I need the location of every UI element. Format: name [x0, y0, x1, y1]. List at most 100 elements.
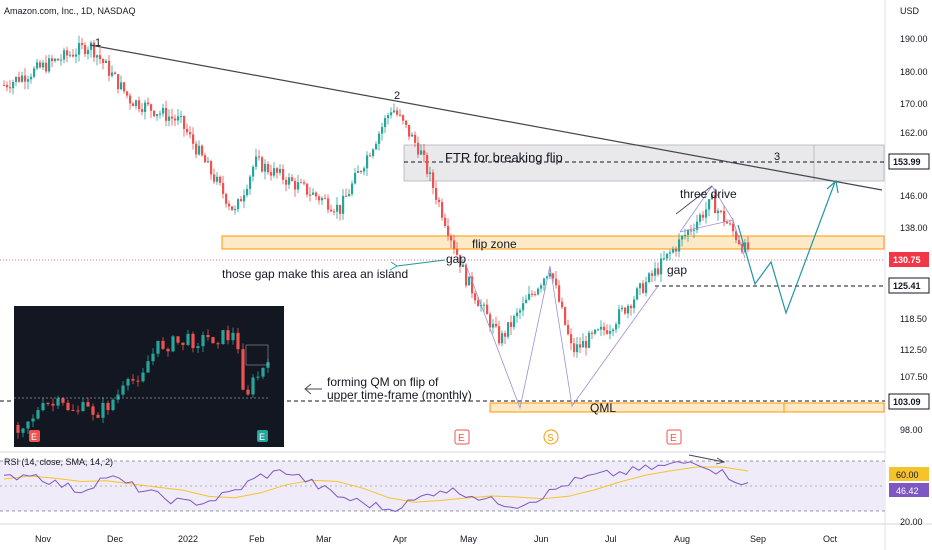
- candle-body: [78, 43, 81, 55]
- qml-zone: [489, 402, 885, 413]
- inset-candle-body: [196, 346, 200, 349]
- inset-candle-body: [231, 332, 235, 341]
- candle-body: [234, 209, 237, 211]
- price-badge-153: 153.99: [888, 153, 930, 170]
- candle-body: [183, 115, 186, 129]
- candle-body: [609, 331, 612, 334]
- candle-body: [738, 240, 741, 245]
- trendline[interactable]: [89, 44, 883, 191]
- time-label: Nov: [35, 534, 52, 544]
- price-badge-130: 130.75: [889, 252, 929, 267]
- candle-body: [258, 156, 261, 158]
- inset-candle-body: [46, 402, 50, 404]
- candle-body: [210, 161, 213, 175]
- candle-body: [519, 310, 522, 313]
- candle-body: [507, 322, 510, 337]
- candle-body: [420, 150, 423, 155]
- forecast-path: [737, 179, 839, 315]
- inset-candle-body: [181, 342, 185, 345]
- candle-body: [669, 252, 672, 254]
- pattern-lines: [465, 185, 746, 410]
- ftr-zone: [403, 144, 885, 182]
- arrow-head: [304, 383, 312, 395]
- earnings-marker[interactable]: E: [454, 429, 470, 445]
- three-drive-label: three drive: [680, 187, 737, 201]
- candle-body: [3, 84, 6, 86]
- candle-body: [297, 182, 300, 190]
- candle-body: [288, 177, 291, 185]
- candle-body: [654, 268, 657, 276]
- time-label: Feb: [249, 534, 265, 544]
- candle-body: [501, 333, 504, 344]
- candle-body: [543, 278, 546, 286]
- symbol-title: Amazon.com, Inc., 1D, NASDAQ: [4, 6, 136, 16]
- time-label: Apr: [393, 534, 407, 544]
- candle-body: [333, 211, 336, 213]
- forming-qm-note: forming QM on flip of: [327, 375, 439, 389]
- candle-body: [681, 235, 684, 240]
- candle-body: [399, 114, 402, 116]
- candle-body: [468, 276, 471, 286]
- gap-label: gap: [446, 252, 466, 266]
- inset-candle-body: [61, 398, 65, 403]
- candle-body: [720, 210, 723, 212]
- time-label: Oct: [823, 534, 838, 544]
- candle-body: [567, 324, 570, 335]
- candle-body: [471, 276, 474, 294]
- split-marker[interactable]: S: [543, 429, 559, 445]
- candle-body: [303, 182, 306, 184]
- rsi-badge-sma: 60.00: [889, 467, 929, 481]
- candle-body: [732, 223, 735, 232]
- candle-body: [18, 76, 21, 82]
- candle-body: [585, 340, 588, 348]
- candle-body: [168, 116, 171, 121]
- candle-body: [402, 115, 405, 121]
- price-tick: 146.00: [900, 191, 928, 201]
- price-badge-label: 103.09: [893, 397, 921, 407]
- inset-candle-body: [31, 418, 35, 422]
- candle-body: [306, 183, 309, 195]
- candle-body: [369, 155, 372, 157]
- inset-candle-body: [221, 330, 225, 345]
- inset-candle-body: [56, 398, 60, 406]
- candle-body: [102, 59, 105, 63]
- candle-body: [252, 166, 255, 177]
- candle-body: [477, 300, 480, 307]
- rsi-pane[interactable]: [0, 454, 885, 512]
- candle-body: [747, 242, 750, 250]
- candle-body: [414, 134, 417, 143]
- inset-candle-body: [101, 402, 105, 418]
- candle-body: [93, 42, 96, 58]
- candle-body: [57, 58, 60, 61]
- time-axis[interactable]: Nov Dec 2022 Feb Mar Apr May Jun Jul Aug…: [35, 534, 838, 544]
- price-axis[interactable]: 190.00 180.00 170.00 162.00 146.00 138.0…: [900, 34, 928, 435]
- candle-body: [633, 299, 636, 309]
- candle-body: [495, 323, 498, 327]
- candle-body: [141, 109, 144, 112]
- svg-text:E: E: [458, 433, 465, 444]
- candle-body: [15, 76, 18, 83]
- candle-body: [228, 203, 231, 207]
- svg-text:E: E: [31, 432, 37, 442]
- point-1-label: 1: [95, 37, 101, 49]
- candle-body: [36, 62, 39, 69]
- candle-body: [717, 210, 720, 214]
- candle-body: [216, 176, 219, 182]
- candle-body: [621, 307, 624, 310]
- price-tick: 162.00: [900, 128, 928, 138]
- candle-body: [492, 323, 495, 328]
- earnings-marker[interactable]: E: [666, 429, 682, 445]
- candle-body: [516, 312, 519, 317]
- candle-body: [12, 82, 15, 89]
- candle-body: [441, 202, 444, 218]
- candle-body: [222, 182, 225, 194]
- candle-body: [450, 235, 453, 241]
- arrow-head: [389, 261, 398, 271]
- candle-body: [342, 195, 345, 214]
- candle-body: [240, 199, 243, 202]
- inset-candle-body: [111, 399, 115, 410]
- candle-body: [549, 273, 552, 277]
- candle-body: [33, 68, 36, 77]
- candle-body: [714, 194, 717, 214]
